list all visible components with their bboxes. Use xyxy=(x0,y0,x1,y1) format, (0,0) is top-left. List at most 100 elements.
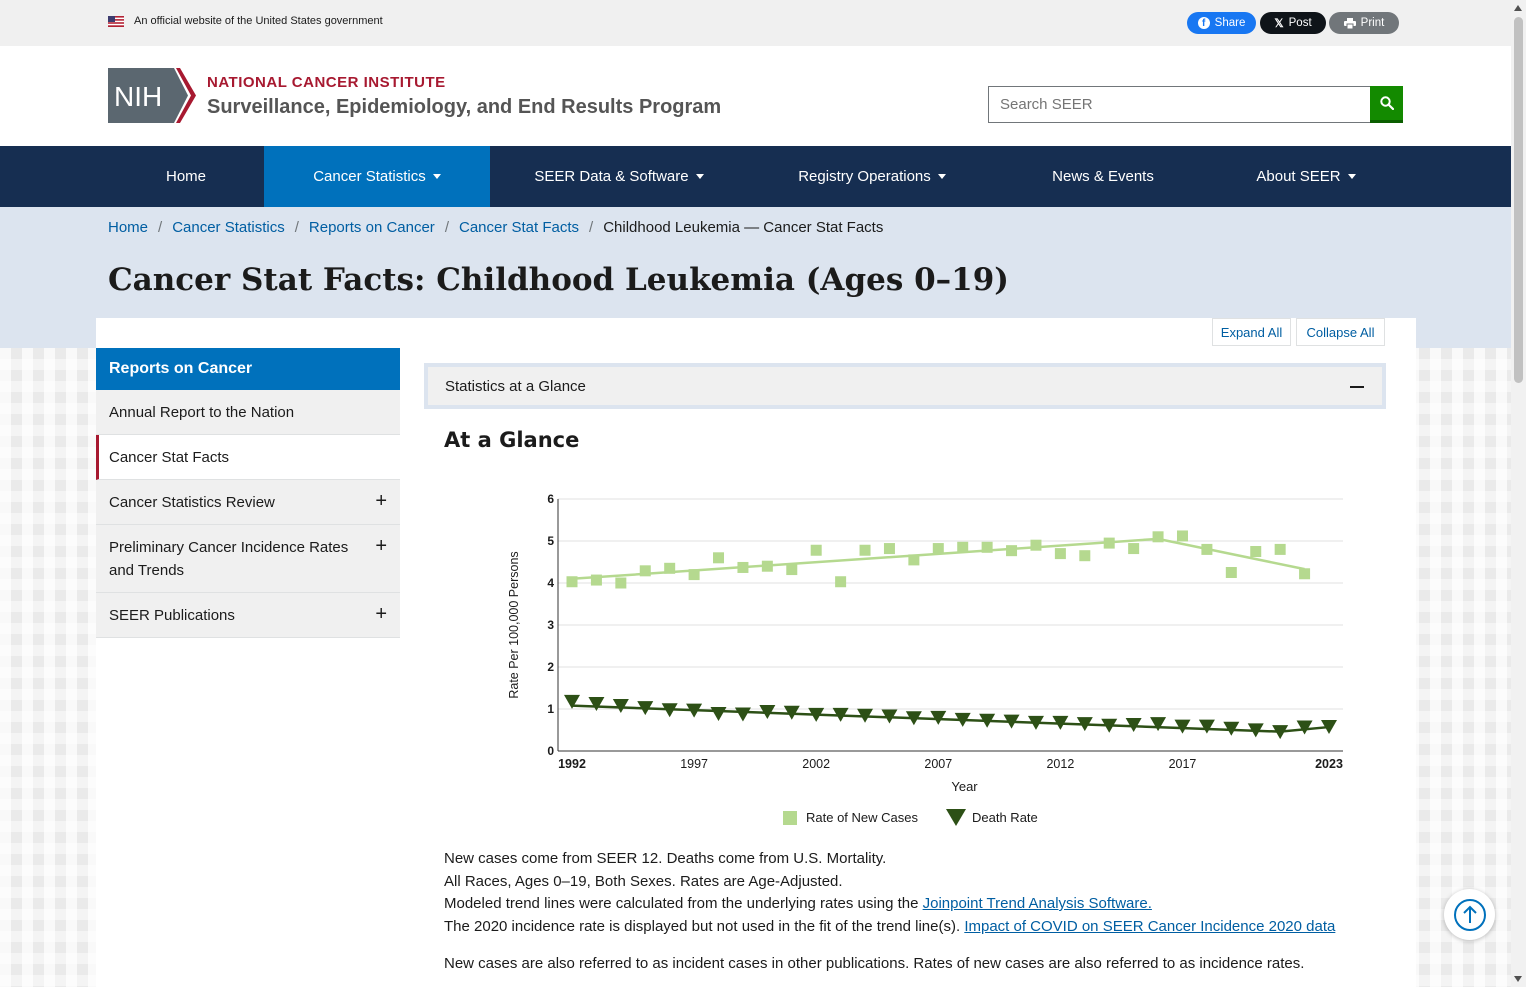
data-point-death-rate xyxy=(686,703,703,718)
nav-seer-data-software[interactable]: SEER Data & Software xyxy=(490,146,748,207)
x-tick-label: 2017 xyxy=(1169,757,1197,771)
data-point-death-rate xyxy=(1198,719,1215,734)
breadcrumb-home[interactable]: Home xyxy=(108,219,149,236)
breadcrumb-current: Childhood Leukemia — Cancer Stat Facts xyxy=(603,219,884,236)
caret-down-icon xyxy=(1347,174,1356,179)
data-point-new-cases xyxy=(761,560,773,572)
side-nav-label: Annual Report to the Nation xyxy=(109,404,295,421)
search-button[interactable] xyxy=(1370,86,1403,123)
expand-all-button[interactable]: Expand All xyxy=(1212,318,1291,346)
data-point-new-cases xyxy=(810,544,822,556)
nih-logo-text: NIH xyxy=(114,81,162,112)
note-text: Modeled trend lines were calculated from… xyxy=(444,895,923,912)
covid-impact-link[interactable]: Impact of COVID on SEER Cancer Incidence… xyxy=(964,917,1336,935)
data-point-death-rate xyxy=(612,699,629,714)
nav-about-seer[interactable]: About SEER xyxy=(1210,146,1402,207)
breadcrumb-cancer-statistics[interactable]: Cancer Statistics xyxy=(172,219,285,236)
data-point-death-rate xyxy=(1003,714,1020,729)
expand-plus-icon[interactable]: + xyxy=(375,603,387,625)
side-nav-label: Cancer Stat Facts xyxy=(109,449,230,466)
collapse-all-button[interactable]: Collapse All xyxy=(1296,318,1385,346)
scroll-thumb[interactable] xyxy=(1514,17,1523,383)
data-point-death-rate xyxy=(1321,720,1337,735)
back-to-top-button[interactable] xyxy=(1444,889,1495,940)
data-point-new-cases xyxy=(713,552,725,564)
incidence-note: New cases are also referred to as incide… xyxy=(444,955,1305,972)
chart-legend: Rate of New Cases Death Rate xyxy=(783,809,1038,826)
side-nav-item-cancer-stat-facts[interactable]: Cancer Stat Facts xyxy=(96,435,400,480)
nav-cancer-statistics[interactable]: Cancer Statistics xyxy=(264,146,490,207)
x-tick-label: 1992 xyxy=(558,757,586,771)
breadcrumb-reports-on-cancer[interactable]: Reports on Cancer xyxy=(308,219,435,236)
post-label: Post xyxy=(1288,17,1312,29)
x-icon: 𝕏 xyxy=(1274,18,1284,30)
nav-news-events[interactable]: News & Events xyxy=(996,146,1210,207)
scroll-up-arrow-icon[interactable] xyxy=(1514,5,1522,11)
legend-label-death-rate[interactable]: Death Rate xyxy=(972,810,1038,825)
printer-icon xyxy=(1343,17,1356,29)
data-point-new-cases xyxy=(737,561,749,573)
data-point-new-cases xyxy=(566,576,578,588)
data-point-death-rate xyxy=(564,694,580,709)
x-tick-label: 1997 xyxy=(680,757,708,771)
legend-label-new-cases[interactable]: Rate of New Cases xyxy=(806,810,918,825)
x-tick-label: 2007 xyxy=(924,757,952,771)
data-point-death-rate xyxy=(661,703,678,718)
site-header: NIH NATIONAL CANCER INSTITUTE Surveillan… xyxy=(0,46,1511,146)
accordion-title: Statistics at a Glance xyxy=(445,378,586,395)
data-point-new-cases xyxy=(957,541,969,553)
x-post-button[interactable]: 𝕏 Post xyxy=(1260,12,1326,34)
side-nav-item-preliminary-rates[interactable]: Preliminary Cancer Incidence Rates and T… xyxy=(96,525,400,593)
scroll-down-arrow-icon[interactable] xyxy=(1514,976,1522,982)
side-nav-item-annual-report[interactable]: Annual Report to the Nation xyxy=(96,390,400,435)
facebook-icon: f xyxy=(1197,17,1210,29)
note-line: The 2020 incidence rate is displayed but… xyxy=(444,916,1335,939)
data-point-death-rate xyxy=(808,707,825,722)
expand-plus-icon[interactable]: + xyxy=(375,535,387,557)
nav-label: Home xyxy=(165,168,206,185)
nav-label: News & Events xyxy=(1052,168,1154,185)
data-point-death-rate xyxy=(1223,721,1240,736)
x-tick-label: 2012 xyxy=(1046,757,1074,771)
side-nav-heading[interactable]: Reports on Cancer xyxy=(96,348,400,390)
y-tick-label: 1 xyxy=(547,702,554,716)
joinpoint-link[interactable]: Joinpoint Trend Analysis Software. xyxy=(922,895,1152,912)
expand-plus-icon[interactable]: + xyxy=(375,490,387,512)
y-tick-label: 6 xyxy=(547,492,554,506)
nav-home[interactable]: Home xyxy=(108,146,264,207)
legend-square-marker xyxy=(783,810,797,825)
caret-down-icon xyxy=(432,174,441,179)
search-input[interactable] xyxy=(988,86,1371,123)
program-name[interactable]: Surveillance, Epidemiology, and End Resu… xyxy=(207,96,722,118)
y-axis-label: Rate Per 100,000 Persons xyxy=(507,551,521,698)
x-tick-label: 2023 xyxy=(1315,757,1343,771)
breadcrumb-cancer-stat-facts[interactable]: Cancer Stat Facts xyxy=(458,219,580,236)
data-point-death-rate xyxy=(881,709,898,724)
nav-label: Registry Operations xyxy=(798,168,931,185)
side-nav-item-seer-publications[interactable]: SEER Publications + xyxy=(96,593,400,638)
institute-name[interactable]: NATIONAL CANCER INSTITUTE xyxy=(207,74,446,91)
print-button[interactable]: Print xyxy=(1329,12,1399,34)
y-tick-label: 0 xyxy=(547,744,554,758)
facebook-share-button[interactable]: f Share xyxy=(1187,12,1256,34)
page-title: Cancer Stat Facts: Childhood Leukemia (A… xyxy=(108,262,1009,298)
nih-logo[interactable]: NIH xyxy=(108,68,196,123)
data-point-death-rate xyxy=(1272,725,1289,740)
side-nav-label: Preliminary Cancer Incidence Rates and T… xyxy=(109,539,349,579)
breadcrumb-separator: / xyxy=(589,219,594,236)
side-nav-item-cancer-statistics-review[interactable]: Cancer Statistics Review + xyxy=(96,480,400,525)
side-nav-label: Cancer Statistics Review xyxy=(109,494,275,511)
data-point-new-cases xyxy=(1128,543,1140,555)
breadcrumb-separator: / xyxy=(158,219,163,236)
data-point-new-cases xyxy=(932,543,944,555)
nav-label: Cancer Statistics xyxy=(313,168,426,185)
page-scrollbar[interactable] xyxy=(1511,0,1526,987)
accordion-statistics-at-a-glance[interactable]: Statistics at a Glance xyxy=(424,363,1386,409)
data-point-new-cases xyxy=(1274,543,1286,555)
data-point-new-cases xyxy=(1250,546,1262,557)
data-point-death-rate xyxy=(588,696,605,711)
data-point-death-rate xyxy=(637,701,654,716)
data-point-new-cases xyxy=(590,574,602,586)
nav-registry-operations[interactable]: Registry Operations xyxy=(748,146,996,207)
data-point-death-rate xyxy=(832,707,849,722)
